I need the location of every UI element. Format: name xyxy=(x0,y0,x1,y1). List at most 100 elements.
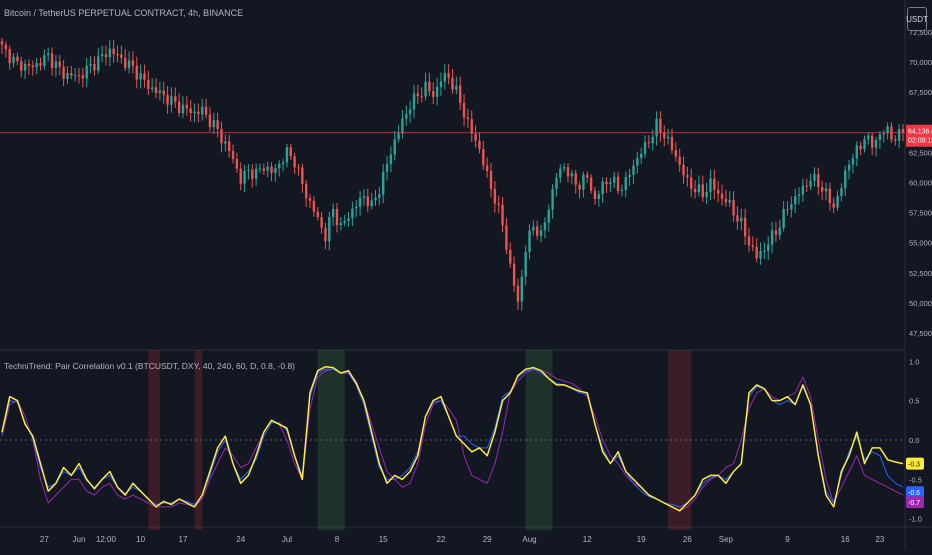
candle-body xyxy=(674,150,678,157)
candle-body xyxy=(747,236,751,246)
candle-body xyxy=(551,189,554,210)
candle-body xyxy=(736,215,739,222)
candle-body xyxy=(701,184,704,198)
candle-body xyxy=(139,73,142,80)
candle-body xyxy=(4,44,8,50)
candle-body xyxy=(89,64,92,66)
price-tick-label: 47,500.0 xyxy=(909,329,932,338)
candle-body xyxy=(844,170,847,189)
highlight-band-bearish xyxy=(668,350,692,530)
candle-body xyxy=(189,108,192,113)
candle-body xyxy=(670,136,674,151)
candle-body xyxy=(778,227,781,235)
highlight-band-bullish xyxy=(525,350,553,530)
candle-body xyxy=(624,177,627,190)
candle-body xyxy=(120,54,123,58)
candle-body xyxy=(693,188,697,193)
candle-body xyxy=(308,198,312,201)
candle-body xyxy=(385,164,389,172)
candle-body xyxy=(847,164,851,171)
candle-body xyxy=(582,174,585,190)
candle-body xyxy=(251,169,254,179)
candle-body xyxy=(174,96,177,102)
candle-body xyxy=(439,81,443,87)
candle-body xyxy=(97,56,100,71)
candle-body xyxy=(793,196,797,205)
candle-body xyxy=(81,75,85,79)
candle-body xyxy=(77,75,81,77)
candle-body xyxy=(509,249,512,264)
candle-body xyxy=(516,285,520,302)
candle-body xyxy=(70,73,73,76)
candle-body xyxy=(574,173,577,185)
candle-body xyxy=(254,168,258,179)
candle-body xyxy=(886,126,889,134)
candle-body xyxy=(266,166,269,171)
candle-body xyxy=(16,56,19,61)
candle-body xyxy=(489,171,493,189)
indicator-tick-label: 1.0 xyxy=(909,357,919,366)
correlation-series-line xyxy=(1,366,904,512)
candle-body xyxy=(112,48,115,55)
candle-body xyxy=(285,147,289,163)
time-axis-label: 17 xyxy=(179,535,188,544)
candle-body xyxy=(12,56,15,64)
candle-body xyxy=(158,90,162,93)
candle-body xyxy=(197,111,200,115)
candle-body xyxy=(474,133,477,141)
candle-body xyxy=(655,118,658,137)
candle-body xyxy=(135,65,138,80)
candle-body xyxy=(270,166,273,174)
candle-body xyxy=(740,217,743,222)
candle-body xyxy=(154,87,158,93)
time-axis-label: 12:00 xyxy=(96,535,117,544)
currency-button[interactable]: USDT xyxy=(906,7,928,31)
candle-body xyxy=(43,55,46,66)
candle-body xyxy=(482,148,485,166)
candle-body xyxy=(628,174,631,178)
candle-body xyxy=(690,177,693,189)
candle-body xyxy=(512,263,516,286)
candle-body xyxy=(289,147,292,157)
series-value-badge xyxy=(906,486,924,499)
candle-body xyxy=(809,180,812,187)
candle-body xyxy=(782,209,785,228)
candle-body xyxy=(47,53,50,56)
candle-body xyxy=(851,158,855,165)
candle-body xyxy=(27,63,31,66)
candle-body xyxy=(166,94,169,105)
candle-body xyxy=(412,93,416,110)
candle-body xyxy=(666,136,670,139)
candle-body xyxy=(759,251,762,259)
candle-body xyxy=(401,118,404,134)
candle-body xyxy=(659,118,662,133)
candle-body xyxy=(424,81,427,97)
candle-body xyxy=(147,79,150,90)
time-axis-label: 22 xyxy=(436,535,445,544)
candle-body xyxy=(227,141,231,151)
candle-body xyxy=(362,196,366,198)
candle-body xyxy=(832,203,835,208)
candle-body xyxy=(763,250,766,252)
candle-body xyxy=(447,73,450,78)
candle-body xyxy=(751,245,755,247)
candle-body xyxy=(85,65,88,79)
candle-body xyxy=(824,188,828,192)
candle-body xyxy=(320,216,323,228)
candle-body xyxy=(39,62,42,66)
candle-body xyxy=(743,217,747,237)
candle-body xyxy=(589,177,593,191)
candle-body xyxy=(397,133,400,140)
candle-body xyxy=(347,218,350,221)
indicator-title: TechniTrend: Pair Correlation v0.1 (BTCU… xyxy=(4,361,296,371)
candle-body xyxy=(208,114,212,128)
candle-body xyxy=(339,223,343,225)
candle-body xyxy=(124,57,127,68)
candle-body xyxy=(493,188,497,204)
candle-body xyxy=(193,111,196,113)
price-tick-label: 70,000.0 xyxy=(909,58,932,67)
candle-body xyxy=(547,209,550,223)
candle-body xyxy=(0,41,4,45)
candle-body xyxy=(663,132,666,139)
